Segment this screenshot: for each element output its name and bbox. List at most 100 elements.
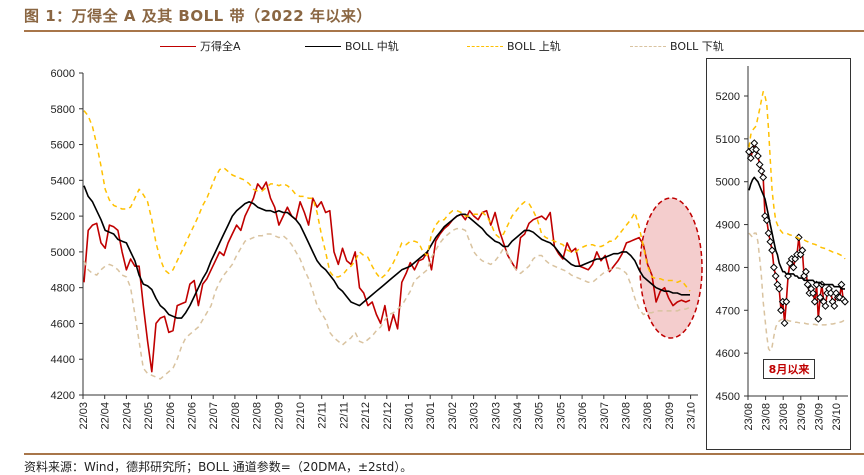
inset-y-tick-label: 4800 — [716, 262, 740, 274]
legend-label-lower: BOLL 下轨 — [670, 40, 724, 53]
inset-x-tick-label: 23/09 — [813, 403, 825, 431]
figure-title: 图 1：万得全 A 及其 BOLL 带（2022 年以来） — [24, 7, 372, 25]
main-x-tick-label: 22/11 — [338, 402, 350, 429]
main-x-tick-label: 22/12 — [382, 402, 394, 430]
main-y-tick-label: 5400 — [51, 175, 75, 187]
main-x-tick-label: 23/05 — [555, 402, 567, 430]
main-y-tick-label: 4400 — [51, 354, 75, 366]
main-x-tick-label: 23/08 — [642, 402, 654, 430]
inset-index-marker — [777, 306, 785, 315]
inset-index-marker — [764, 229, 773, 238]
source-note: 资料来源：Wind，德邦研究所；BOLL 通道参数=（20DMA，±2std）。 — [24, 460, 413, 474]
inset-index-marker — [810, 297, 819, 306]
inset-index-marker — [809, 289, 817, 298]
inset-y-tick-label: 5100 — [716, 134, 740, 146]
inset-x-tick-label: 23/08 — [761, 403, 773, 431]
main-x-tick-label: 22/07 — [208, 402, 220, 430]
main-x-tick-label: 22/10 — [295, 402, 307, 430]
main-y-tick-label: 4800 — [51, 283, 75, 295]
main-x-tick-label: 22/04 — [121, 402, 133, 430]
legend-swatch-lower — [630, 45, 666, 47]
inset-annotation-box: 8月以来 — [763, 359, 815, 379]
inset-index-marker — [771, 272, 780, 280]
main-y-tick-label: 5200 — [51, 211, 75, 223]
source-divider — [24, 453, 864, 455]
inset-index-marker — [826, 289, 835, 298]
legend-label-upper: BOLL 上轨 — [507, 40, 561, 53]
legend-label-index: 万得全A — [200, 40, 241, 53]
legend-item-lower: BOLL 下轨 — [630, 38, 724, 54]
inset-index-marker — [798, 246, 807, 255]
inset-upper-band-line — [748, 90, 846, 260]
main-x-tick-label: 23/07 — [599, 402, 611, 430]
inset-index-marker — [746, 154, 755, 163]
inset-index-marker — [752, 145, 761, 154]
inset-y-tick-label: 4900 — [716, 220, 740, 232]
main-upper-band-line — [83, 110, 691, 292]
inset-lower-band-line — [748, 232, 846, 352]
chart-legend: 万得全A BOLL 中轨 BOLL 上轨 BOLL 下轨 — [0, 36, 864, 54]
main-x-tick-label: 22/05 — [143, 402, 155, 430]
legend-swatch-index — [160, 45, 196, 47]
inset-x-tick-label: 23/09 — [796, 403, 808, 431]
inset-y-tick-label: 4500 — [716, 391, 740, 403]
main-y-tick-label: 5600 — [51, 140, 75, 152]
main-y-tick-label: 6000 — [51, 68, 75, 80]
inset-x-tick-label: 23/08 — [778, 403, 790, 431]
legend-item-index: 万得全A — [160, 38, 241, 54]
main-x-tick-label: 23/03 — [490, 402, 502, 430]
inset-y-tick-label: 5200 — [716, 91, 740, 103]
title-divider — [24, 30, 864, 32]
main-index-line — [83, 181, 691, 373]
inset-index-marker — [769, 263, 778, 272]
main-x-tick-label: 23/04 — [512, 402, 524, 430]
inset-index-marker — [794, 233, 803, 242]
main-x-tick-label: 23/10 — [686, 402, 698, 430]
inset-index-marker — [753, 152, 762, 160]
inset-y-tick-label: 4700 — [716, 305, 740, 317]
main-x-tick-label: 23/02 — [447, 402, 459, 430]
inset-x-tick-label: 23/08 — [743, 403, 755, 431]
inset-index-marker — [841, 297, 849, 306]
legend-item-mid: BOLL 中轨 — [305, 38, 399, 54]
inset-x-tick-label: 23/10 — [831, 403, 843, 431]
inset-index-marker — [780, 319, 789, 328]
main-x-tick-label: 22/11 — [317, 402, 329, 429]
inset-index-marker — [755, 160, 764, 169]
inset-index-marker — [830, 302, 839, 310]
main-x-tick-label: 22/12 — [360, 402, 372, 430]
inset-index-marker — [816, 293, 825, 302]
legend-label-mid: BOLL 中轨 — [345, 40, 399, 53]
inset-index-marker — [803, 280, 812, 289]
main-x-tick-label: 23/08 — [621, 402, 633, 430]
legend-swatch-mid — [305, 45, 341, 47]
main-y-tick-label: 4200 — [51, 390, 75, 402]
main-x-tick-label: 22/08 — [230, 402, 242, 430]
main-x-tick-label: 22/08 — [252, 402, 264, 430]
main-x-tick-label: 23/03 — [469, 402, 481, 430]
main-mid-band-line — [83, 185, 690, 319]
inset-index-marker — [814, 314, 823, 323]
main-x-tick-label: 23/05 — [534, 402, 546, 430]
inset-index-marker — [759, 173, 768, 182]
inset-index-marker — [757, 167, 766, 175]
main-x-tick-label: 22/03 — [78, 402, 90, 430]
main-x-tick-label: 23/01 — [425, 402, 437, 430]
main-y-tick-label: 5800 — [51, 104, 75, 116]
main-x-tick-label: 22/06 — [165, 402, 177, 430]
main-x-tick-label: 22/06 — [187, 402, 199, 430]
inset-index-marker — [782, 297, 791, 306]
main-y-tick-label: 5000 — [51, 247, 75, 259]
main-y-tick-label: 4600 — [51, 318, 75, 330]
main-x-tick-label: 22/04 — [100, 402, 112, 430]
main-highlight-ellipse — [639, 197, 703, 339]
inset-index-marker — [789, 263, 798, 272]
inset-mid-band-line — [748, 176, 845, 290]
main-x-tick-label: 23/01 — [404, 402, 416, 430]
inset-frame — [706, 58, 851, 450]
inset-index-marker — [768, 246, 777, 255]
main-x-tick-label: 23/06 — [577, 402, 589, 430]
inset-index-marker — [750, 139, 759, 148]
main-lower-band-line — [83, 227, 691, 380]
